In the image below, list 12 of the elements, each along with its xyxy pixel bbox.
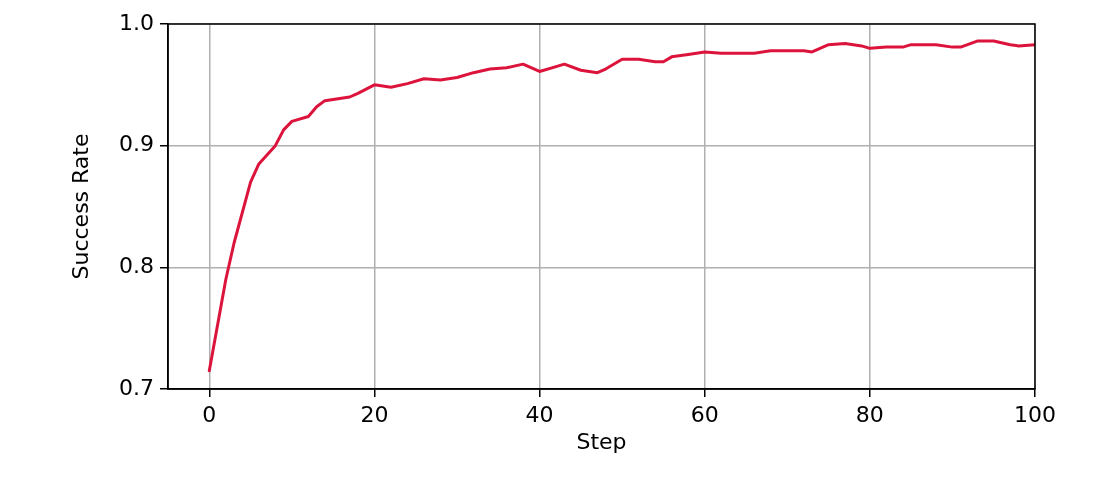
x-tick-label: 100 xyxy=(1014,401,1056,427)
y-tick-label: 0.8 xyxy=(119,253,154,279)
x-tick-label: 40 xyxy=(525,401,554,427)
x-tick-label: 80 xyxy=(855,401,884,427)
y-axis-title: Success Rate xyxy=(67,133,93,280)
y-tick-label: 0.9 xyxy=(119,131,154,157)
y-tick-label: 0.7 xyxy=(119,374,154,400)
y-tick-label: 1.0 xyxy=(119,9,154,35)
x-tick-label: 0 xyxy=(202,401,217,427)
x-tick-label: 20 xyxy=(360,401,389,427)
x-axis-title: Step xyxy=(576,428,627,454)
x-tick-label: 60 xyxy=(690,401,719,427)
